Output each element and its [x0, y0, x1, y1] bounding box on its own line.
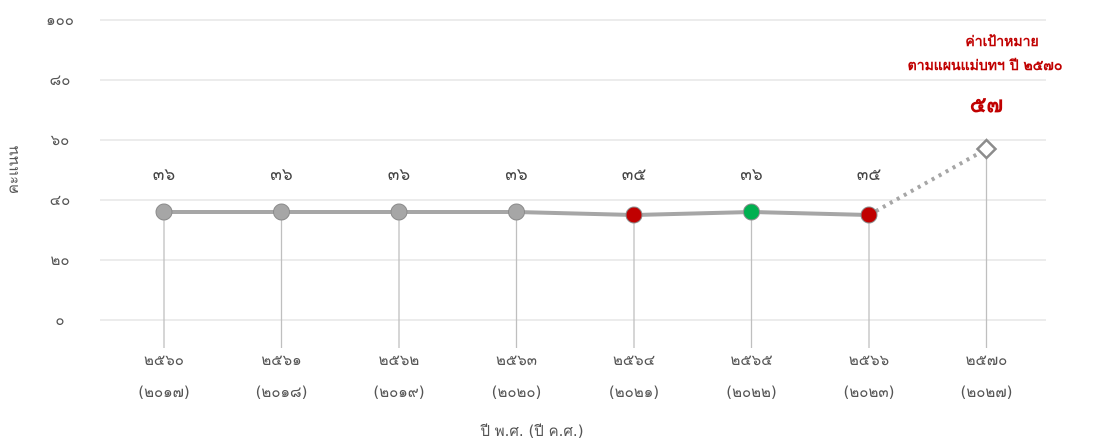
x-tick-label-year: ๒๕๖๒ [379, 351, 420, 369]
x-tick-label-ce: (๒๐๒๑) [609, 383, 659, 401]
y-tick-label: ๒๐ [50, 251, 69, 269]
x-tick-label-year: ๒๕๖๐ [144, 351, 184, 369]
x-tick-label-year: ๒๕๖๔ [613, 351, 655, 369]
target-title-line-2: ตามแผนแม่บทฯ ปี ๒๕๗๐ [908, 58, 1063, 74]
data-label: ๓๕ [622, 165, 647, 185]
data-point [390, 203, 408, 221]
target-value-label: ๕๗ [970, 93, 1003, 118]
y-axis-title: คะแนน [4, 146, 22, 194]
data-point [273, 203, 290, 221]
target-marker [975, 138, 998, 160]
data-point [860, 206, 878, 224]
y-tick-label: ๑๐๐ [46, 11, 74, 29]
projection-line [868, 147, 988, 217]
x-tick-label-ce: (๒๐๑๘) [256, 383, 308, 401]
x-tick-label-year: ๒๕๖๖ [849, 351, 889, 369]
x-axis-title: ปี พ.ศ. (ปี ค.ศ.) [480, 422, 584, 440]
x-tick-label-year: ๒๕๖๑ [261, 351, 301, 369]
data-label: ๓๕ [857, 165, 882, 185]
x-tick-label-ce: (๒๐๒๒) [726, 383, 777, 401]
y-tick-label: ๔๐ [50, 191, 71, 209]
y-tick-label: ๐ [55, 311, 64, 329]
data-point [155, 203, 173, 221]
y-tick-label: ๘๐ [50, 71, 71, 89]
x-tick-label-year: ๒๕๖๓ [496, 351, 537, 369]
drop-lines [163, 149, 988, 348]
data-label: ๓๖ [740, 165, 762, 185]
data-point [743, 203, 760, 221]
target-title-line-1: ค่าเป้าหมาย [965, 34, 1038, 50]
x-tick-label-year: ๒๕๗๐ [966, 351, 1008, 369]
x-axis-ticks: ๒๕๖๐ (๒๐๑๗) ๒๕๖๑ (๒๐๑๘) ๒๕๖๒ (๒๐๑๙) ๒๕๖๓ (๒๐๒๐)… [138, 351, 1012, 401]
x-tick-label-year: ๒๕๖๕ [730, 351, 772, 369]
target-annotation: ค่าเป้าหมาย ตามแผนแม่บทฯ ปี ๒๕๗๐ ๕๗ [908, 34, 1063, 118]
y-tick-label: ๖๐ [51, 131, 70, 149]
data-label: ๓๖ [388, 165, 410, 185]
x-tick-label-ce: (๒๐๒๐) [492, 383, 542, 401]
x-tick-label-ce: (๒๐๒๓) [844, 383, 895, 401]
x-tick-label-ce: (๒๐๑๗) [138, 383, 190, 401]
data-point [625, 206, 643, 224]
y-axis-ticks: ๐ ๒๐ ๔๐ ๖๐ ๘๐ ๑๐๐ [46, 11, 74, 329]
data-labels: ๓๖ ๓๖ ๓๖ ๓๖ ๓๕ ๓๖ ๓๕ [153, 165, 882, 185]
gridlines [100, 19, 1046, 321]
data-point [508, 203, 525, 221]
data-label: ๓๖ [270, 165, 292, 185]
x-tick-label-ce: (๒๐๒๗) [961, 383, 1013, 401]
data-label: ๓๖ [153, 165, 175, 185]
x-tick-label-ce: (๒๐๑๙) [373, 383, 424, 401]
data-label: ๓๖ [505, 165, 527, 185]
data-points [155, 138, 998, 224]
